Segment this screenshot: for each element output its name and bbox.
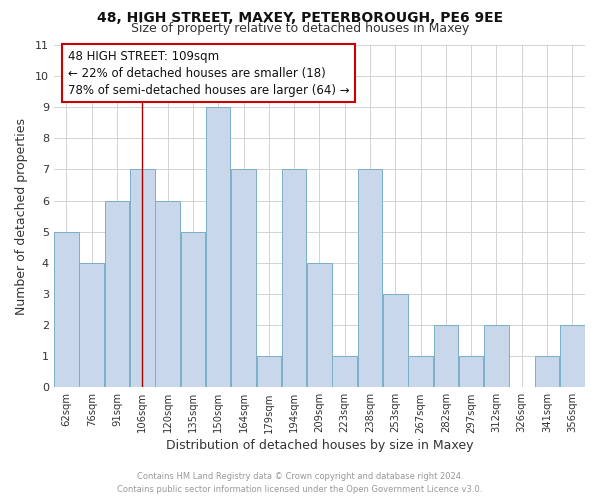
Text: 48, HIGH STREET, MAXEY, PETERBOROUGH, PE6 9EE: 48, HIGH STREET, MAXEY, PETERBOROUGH, PE… <box>97 11 503 25</box>
Bar <box>535 356 559 388</box>
Bar <box>332 356 357 388</box>
Bar <box>383 294 407 388</box>
Text: 48 HIGH STREET: 109sqm
← 22% of detached houses are smaller (18)
78% of semi-det: 48 HIGH STREET: 109sqm ← 22% of detached… <box>68 50 349 96</box>
X-axis label: Distribution of detached houses by size in Maxey: Distribution of detached houses by size … <box>166 440 473 452</box>
Bar <box>409 356 433 388</box>
Bar <box>181 232 205 388</box>
Bar <box>155 200 180 388</box>
Bar <box>130 170 155 388</box>
Bar <box>560 325 584 388</box>
Bar <box>434 325 458 388</box>
Bar <box>54 232 79 388</box>
Bar <box>231 170 256 388</box>
Bar <box>282 170 307 388</box>
Bar <box>257 356 281 388</box>
Bar <box>206 107 230 388</box>
Bar <box>484 325 509 388</box>
Bar <box>79 263 104 388</box>
Y-axis label: Number of detached properties: Number of detached properties <box>15 118 28 314</box>
Bar <box>105 200 130 388</box>
Bar <box>459 356 484 388</box>
Bar <box>358 170 382 388</box>
Text: Size of property relative to detached houses in Maxey: Size of property relative to detached ho… <box>131 22 469 35</box>
Text: Contains HM Land Registry data © Crown copyright and database right 2024.
Contai: Contains HM Land Registry data © Crown c… <box>118 472 482 494</box>
Bar <box>307 263 332 388</box>
